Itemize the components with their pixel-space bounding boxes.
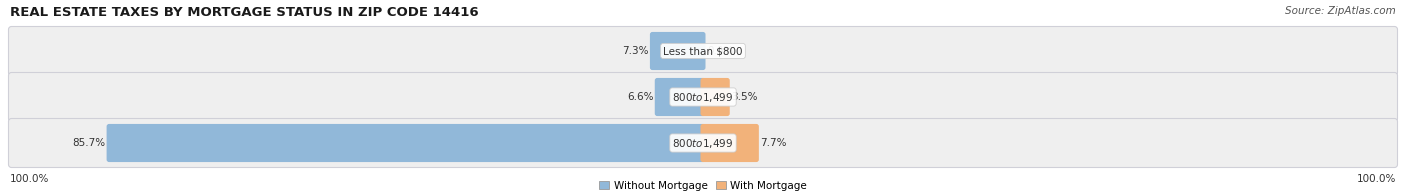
FancyBboxPatch shape [107,124,706,162]
Text: 7.3%: 7.3% [621,46,648,56]
Text: REAL ESTATE TAXES BY MORTGAGE STATUS IN ZIP CODE 14416: REAL ESTATE TAXES BY MORTGAGE STATUS IN … [10,6,478,19]
FancyBboxPatch shape [8,73,1398,122]
Text: $800 to $1,499: $800 to $1,499 [672,91,734,103]
FancyBboxPatch shape [655,78,706,116]
Text: 6.6%: 6.6% [627,92,654,102]
FancyBboxPatch shape [8,119,1398,168]
Text: 100.0%: 100.0% [1357,174,1396,184]
Text: 100.0%: 100.0% [10,174,49,184]
Text: Less than $800: Less than $800 [664,46,742,56]
Legend: Without Mortgage, With Mortgage: Without Mortgage, With Mortgage [599,181,807,191]
Text: 7.7%: 7.7% [761,138,787,148]
Text: 85.7%: 85.7% [72,138,105,148]
Text: 3.5%: 3.5% [731,92,758,102]
Text: 0.0%: 0.0% [707,46,734,56]
FancyBboxPatch shape [700,78,730,116]
Text: Source: ZipAtlas.com: Source: ZipAtlas.com [1285,6,1396,16]
FancyBboxPatch shape [650,32,706,70]
FancyBboxPatch shape [700,124,759,162]
Text: $800 to $1,499: $800 to $1,499 [672,136,734,150]
FancyBboxPatch shape [8,26,1398,75]
